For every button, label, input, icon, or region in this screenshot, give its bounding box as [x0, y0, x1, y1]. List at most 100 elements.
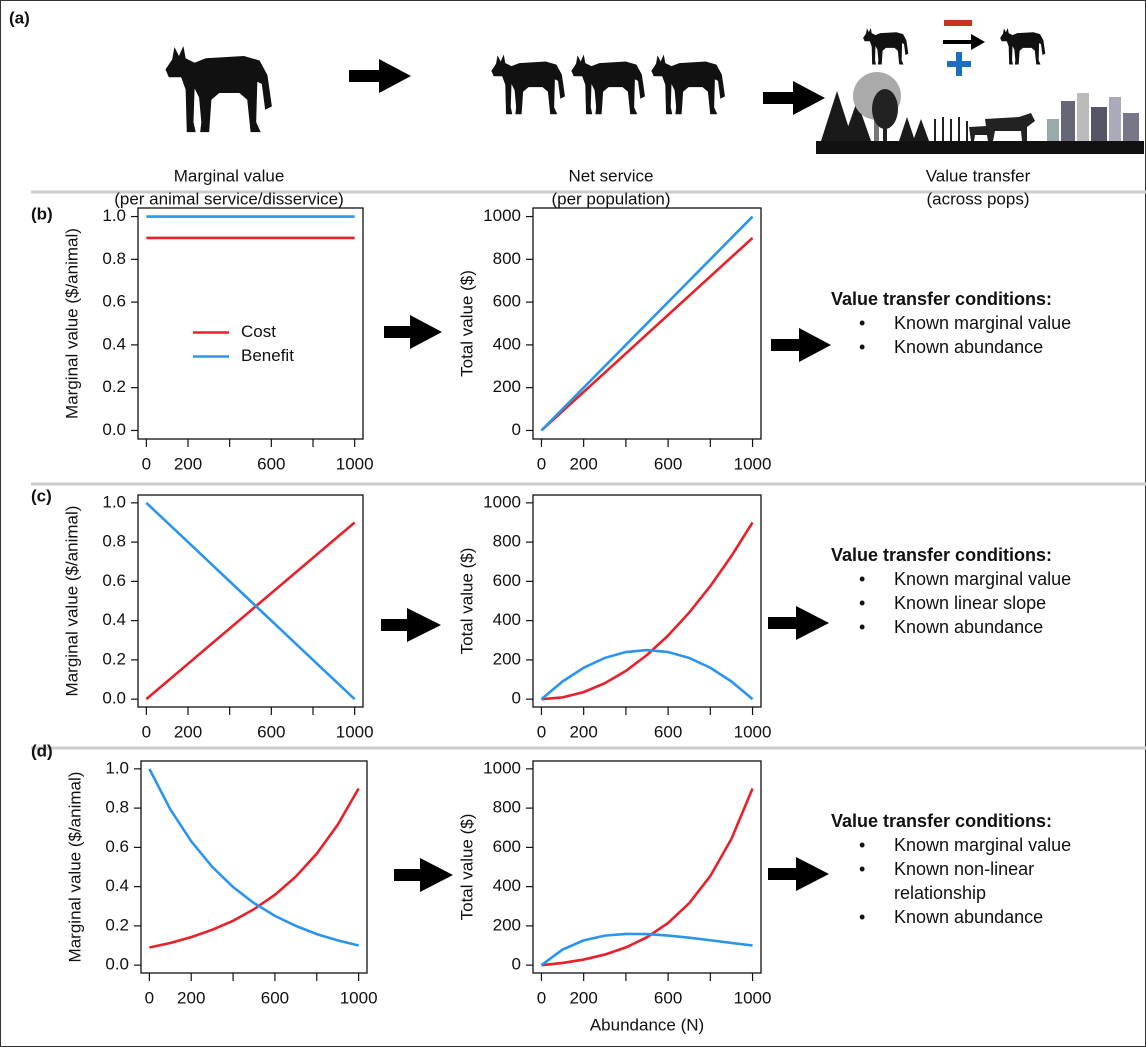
caption: Marginal value: [174, 166, 285, 185]
series-line: [149, 787, 360, 949]
condition-item: Known abundance: [831, 615, 1084, 639]
x-tick-label: 200: [174, 722, 202, 741]
plot-frame: [140, 760, 368, 974]
series-line: [541, 787, 754, 967]
x-tick-label: 0: [537, 722, 546, 741]
x-tick-label: 200: [569, 722, 597, 741]
panel-label: (d): [31, 741, 53, 760]
plot-frame: [137, 207, 364, 440]
conditions-list: Known marginal valueKnown non-linear rel…: [831, 833, 1131, 929]
y-tick-label: 400: [493, 876, 521, 895]
y-tick-label: 0.0: [102, 420, 126, 439]
x-tick-label: 1000: [336, 454, 374, 473]
y-tick-label: 0.6: [102, 571, 126, 590]
arrow: [394, 858, 453, 892]
arrow: [768, 606, 829, 640]
arrow: [349, 59, 411, 93]
x-tick-label: 200: [174, 454, 202, 473]
y-tick-label: 0.4: [102, 334, 126, 353]
wolf-icon: [571, 54, 645, 115]
x-tick-label: 600: [654, 722, 682, 741]
y-tick-label: 200: [493, 915, 521, 934]
caption: Net service: [568, 166, 653, 185]
y-tick-label: 1.0: [105, 758, 129, 777]
x-tick-label: 1000: [734, 722, 772, 741]
y-tick-label: 0.0: [102, 689, 126, 708]
x-tick-label: 1000: [734, 454, 772, 473]
x-tick-label: 200: [177, 988, 205, 1007]
conditions: Value transfer conditions:Known marginal…: [831, 543, 1131, 639]
y-tick-label: 0: [512, 689, 521, 708]
y-tick-label: 0.2: [102, 649, 126, 668]
minus-sign: [944, 20, 972, 26]
x-tick-label: 0: [142, 454, 151, 473]
panel-label: (c): [31, 486, 52, 505]
series-line: [148, 768, 359, 947]
condition-item: Known linear slope: [831, 591, 1084, 615]
wolf-icon: [1000, 27, 1046, 65]
arrow: [384, 315, 442, 349]
y-tick-label: 0.8: [105, 798, 129, 817]
y-tick-label: 0.4: [102, 610, 126, 629]
arrow: [768, 857, 829, 891]
y-tick-label: 600: [493, 571, 521, 590]
conditions: Value transfer conditions:Known marginal…: [831, 287, 1131, 359]
y-tick-label: 0.2: [105, 915, 129, 934]
series-line: [540, 932, 753, 967]
conditions-heading: Value transfer conditions:: [831, 545, 1053, 565]
x-tick-label: 200: [569, 988, 597, 1007]
x-tick-label: 600: [257, 722, 285, 741]
y-tick-label: 0.6: [102, 292, 126, 311]
y-tick-label: 1000: [483, 758, 521, 777]
wolf-icon: [651, 54, 725, 115]
panel-label: (a): [9, 8, 30, 27]
series-line: [145, 521, 356, 701]
conditions-list: Known marginal valueKnown abundance: [831, 311, 1131, 359]
conditions-list: Known marginal valueKnown linear slopeKn…: [831, 567, 1131, 639]
condition-item: Known marginal value: [831, 833, 1084, 857]
series-line: [540, 236, 754, 432]
x-tick-label: 0: [142, 722, 151, 741]
y-tick-label: 1000: [483, 492, 521, 511]
caption: (per animal service/disservice): [114, 189, 344, 208]
plot-frame: [532, 207, 762, 440]
y-tick-label: 0.4: [105, 876, 129, 895]
wolf-icon: [491, 54, 565, 115]
plus-sign: [947, 52, 971, 76]
y-tick-label: 800: [493, 798, 521, 817]
x-axis-label: Abundance (N): [590, 1015, 704, 1034]
y-tick-label: 0.0: [105, 955, 129, 974]
caption: Value transfer: [926, 166, 1031, 185]
arrow: [771, 328, 831, 362]
x-tick-label: 600: [654, 988, 682, 1007]
caption: (across pops): [927, 189, 1030, 208]
y-axis-label: Total value ($): [457, 548, 476, 655]
conditions-heading: Value transfer conditions:: [831, 811, 1053, 831]
y-axis-label: Total value ($): [457, 814, 476, 921]
wolf-icon: [863, 27, 909, 65]
y-tick-label: 1.0: [102, 206, 126, 225]
condition-item: Known non-linear relationship: [831, 857, 1084, 905]
arrow: [381, 608, 441, 642]
conditions-heading: Value transfer conditions:: [831, 289, 1053, 309]
x-tick-label: 600: [257, 454, 285, 473]
y-tick-label: 800: [493, 532, 521, 551]
series-line: [541, 521, 754, 701]
x-tick-label: 200: [569, 454, 597, 473]
series-line: [540, 215, 754, 432]
arrow: [943, 34, 985, 50]
plot-frame: [137, 494, 364, 708]
legend-label: Benefit: [241, 346, 294, 365]
x-tick-label: 1000: [336, 722, 374, 741]
y-tick-label: 1.0: [102, 492, 126, 511]
condition-item: Known abundance: [831, 905, 1084, 929]
plot-frame: [532, 760, 762, 974]
x-tick-label: 0: [537, 988, 546, 1007]
y-tick-label: 600: [493, 837, 521, 856]
y-tick-label: 600: [493, 292, 521, 311]
series-line: [145, 501, 356, 701]
arrow: [763, 81, 825, 115]
y-tick-label: 200: [493, 649, 521, 668]
